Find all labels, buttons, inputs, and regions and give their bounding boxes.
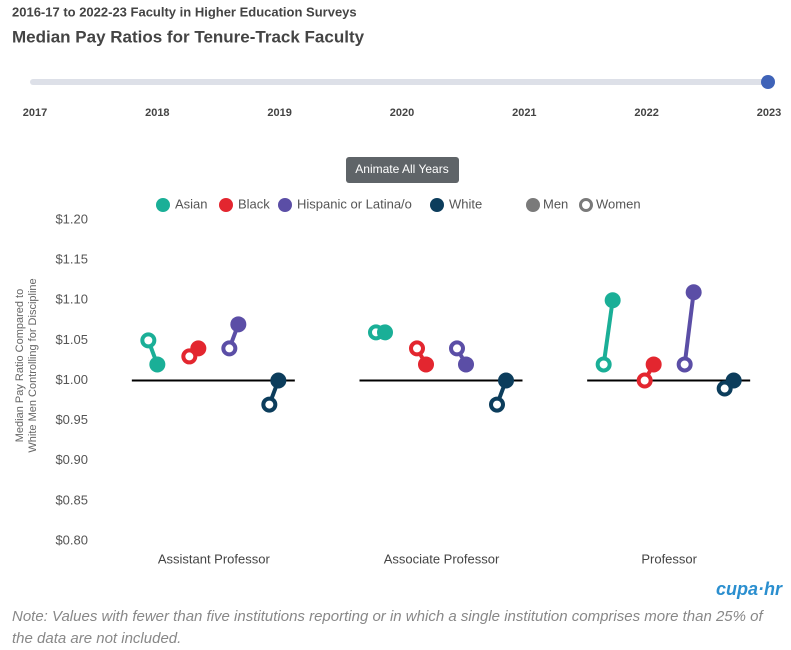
supertitle: 2016-17 to 2022-23 Faculty in Higher Edu… [12,4,357,19]
women-marker[interactable] [676,356,693,373]
y-tick-label: $0.95 [55,412,88,427]
legend-marker [526,198,540,212]
year-label[interactable]: 2023 [757,107,781,119]
legend-marker [430,198,444,212]
y-tick-label: $0.90 [55,452,88,467]
men-marker[interactable] [458,356,474,373]
button-label[interactable]: Animate All Years [355,162,448,176]
legend-marker [278,198,292,212]
legend-marker [219,198,233,212]
y-tick-label: $1.05 [55,332,88,347]
y-tick-label: $1.00 [55,372,88,387]
y-tick-label: $1.20 [55,211,88,226]
note: Note: Values with fewer than five instit… [12,608,763,647]
x-tick-label: Professor [641,551,697,566]
legend-label: Asian [175,196,208,211]
legend-marker [156,198,170,212]
connector [682,291,696,365]
year-label[interactable]: 2019 [267,107,291,119]
women-marker[interactable] [489,396,505,413]
women-marker[interactable] [140,332,157,349]
women-marker[interactable] [409,340,425,357]
women-marker[interactable] [449,340,465,357]
men-marker[interactable] [685,284,702,301]
men-marker[interactable] [725,372,742,389]
men-marker[interactable] [149,356,166,373]
slider-track [30,79,768,85]
men-marker[interactable] [604,292,621,309]
men-marker[interactable] [645,356,662,373]
title: Median Pay Ratios for Tenure-Track Facul… [12,27,365,46]
year-label[interactable]: 2020 [390,107,414,119]
connector [601,299,615,365]
legend-label: Women [596,196,641,211]
men-marker[interactable] [270,372,287,389]
year-label[interactable]: 2017 [23,107,47,119]
year-label[interactable]: 2018 [145,107,169,119]
women-marker[interactable] [221,340,238,357]
men-marker[interactable] [498,372,514,389]
legend-label: White [449,196,482,211]
year-label[interactable]: 2021 [512,107,536,119]
men-marker[interactable] [377,324,393,341]
year-label[interactable]: 2022 [634,107,658,119]
slider-knob[interactable] [761,75,775,89]
y-tick-label: $0.85 [55,492,88,507]
women-marker[interactable] [636,372,653,389]
women-marker[interactable] [261,396,278,413]
y-tick-label: $1.15 [55,252,88,267]
y-axis-title: White Men Controlling for Discipline [27,278,39,452]
legend-label: Men [543,196,568,211]
x-tick-label: Assistant Professor [158,551,271,566]
legend-label: Black [238,196,270,211]
y-axis-title: Median Pay Ratio Compared to [14,289,26,442]
men-marker[interactable] [418,356,434,373]
legend-marker [579,198,593,212]
x-tick-label: Associate Professor [384,551,500,566]
y-tick-label: $0.80 [55,532,88,547]
women-marker[interactable] [595,356,612,373]
y-tick-label: $1.10 [55,292,88,307]
men-marker[interactable] [190,340,207,357]
logo: cupa·hr [716,579,783,599]
legend-label: Hispanic or Latina/o [297,196,412,211]
men-marker[interactable] [230,316,247,333]
animate-button[interactable] [346,157,459,183]
